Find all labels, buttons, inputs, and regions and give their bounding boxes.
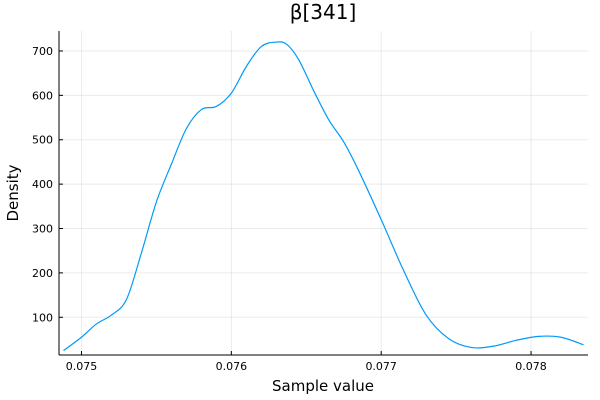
y-axis-label: Density <box>4 164 22 221</box>
x-tick-label: 0.078 <box>515 360 547 373</box>
axis-ticks: 0.075 0.076 0.077 0.078 100 200 300 400 500 600 70… <box>32 45 547 373</box>
density-curve <box>63 41 584 352</box>
x-tick-label: 0.075 <box>66 360 98 373</box>
y-tick-label: 300 <box>32 223 53 236</box>
y-tick-label: 700 <box>32 45 53 58</box>
y-tick-label: 200 <box>32 267 53 280</box>
chart-title: β[341] <box>290 0 357 24</box>
y-tick-label: 500 <box>32 134 53 147</box>
y-tick-label: 600 <box>32 89 53 102</box>
y-tick-label: 100 <box>32 311 53 324</box>
x-axis-label: Sample value <box>272 377 374 395</box>
plot-area <box>63 41 584 352</box>
x-tick-label: 0.076 <box>216 360 248 373</box>
grid-lines <box>59 31 588 355</box>
x-tick-label: 0.077 <box>365 360 397 373</box>
y-tick-label: 400 <box>32 178 53 191</box>
